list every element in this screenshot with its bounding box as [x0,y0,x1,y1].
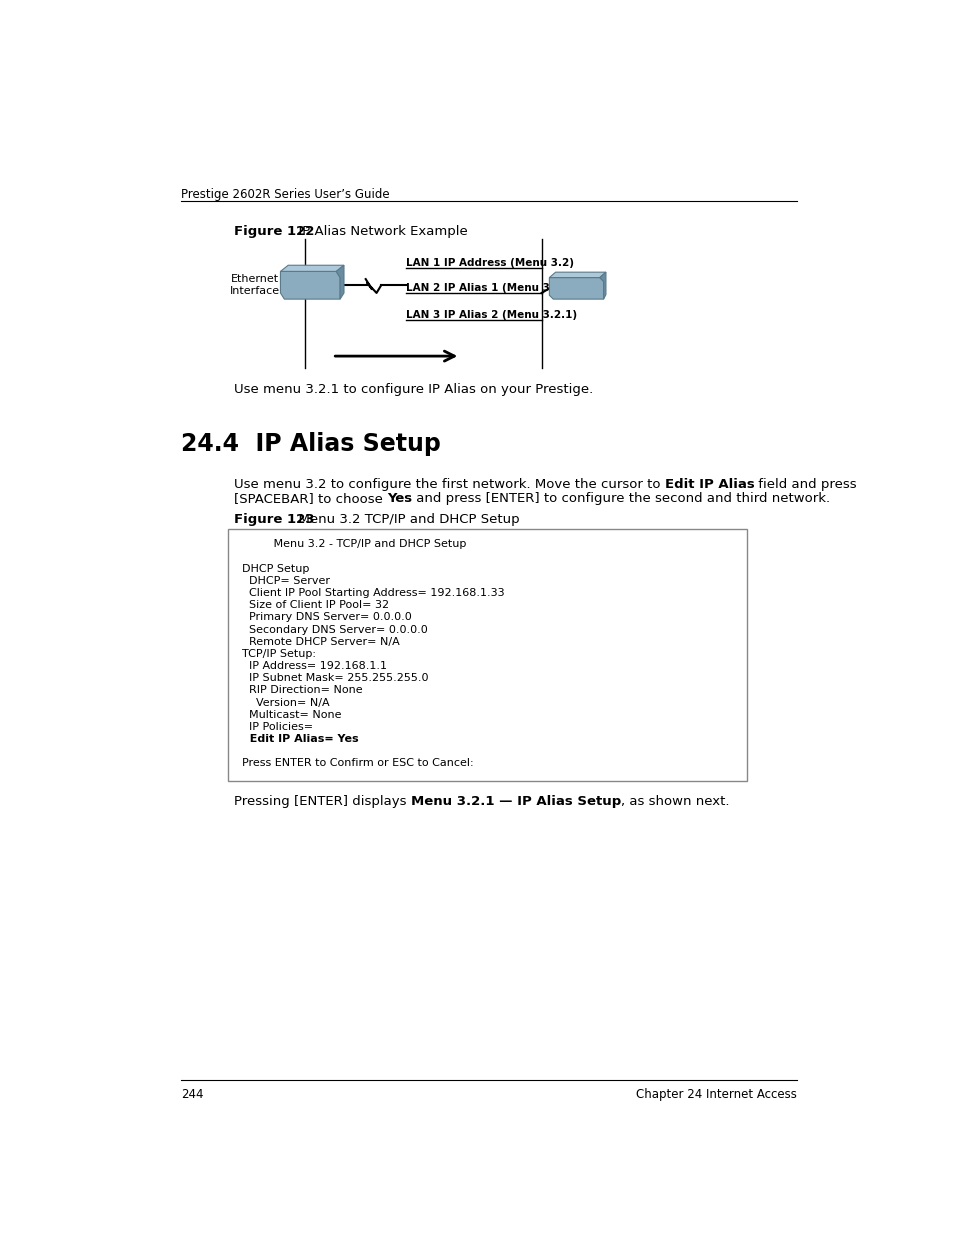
Text: Multicast= None: Multicast= None [241,710,341,720]
Text: , as shown next.: , as shown next. [620,795,729,808]
Polygon shape [599,272,605,299]
Text: RIP Direction= None: RIP Direction= None [241,685,362,695]
Text: Menu 3.2 TCP/IP and DHCP Setup: Menu 3.2 TCP/IP and DHCP Setup [290,514,518,526]
Polygon shape [280,272,340,299]
Text: Version= N/A: Version= N/A [241,698,329,708]
Text: Ethernet
Interface: Ethernet Interface [230,274,279,296]
Text: and press [ENTER] to configure the second and third network.: and press [ENTER] to configure the secon… [412,492,829,505]
Text: Yes: Yes [387,492,412,505]
Text: DHCP Setup: DHCP Setup [241,563,309,574]
Polygon shape [280,266,344,272]
Text: Use menu 3.2 to configure the first network. Move the cursor to: Use menu 3.2 to configure the first netw… [233,478,664,490]
Text: IP Subnet Mask= 255.255.255.0: IP Subnet Mask= 255.255.255.0 [241,673,428,683]
Text: IP Policies=: IP Policies= [241,721,313,732]
Text: [SPACEBAR] to choose: [SPACEBAR] to choose [233,492,387,505]
Polygon shape [335,266,344,299]
Text: field and press: field and press [754,478,856,490]
Text: Press ENTER to Confirm or ESC to Cancel:: Press ENTER to Confirm or ESC to Cancel: [241,758,473,768]
Text: 244: 244 [181,1088,204,1100]
Text: Menu 3.2.1 — IP Alias Setup: Menu 3.2.1 — IP Alias Setup [411,795,620,808]
Text: Use menu 3.2.1 to configure IP Alias on your Prestige.: Use menu 3.2.1 to configure IP Alias on … [233,383,593,396]
Text: LAN 3 IP Alias 2 (Menu 3.2.1): LAN 3 IP Alias 2 (Menu 3.2.1) [406,310,577,320]
Text: Figure 122: Figure 122 [233,225,314,238]
Text: Secondary DNS Server= 0.0.0.0: Secondary DNS Server= 0.0.0.0 [241,625,427,635]
Polygon shape [549,272,605,278]
Text: Remote DHCP Server= N/A: Remote DHCP Server= N/A [241,637,399,647]
Text: LAN 1 IP Address (Menu 3.2): LAN 1 IP Address (Menu 3.2) [406,258,574,268]
Text: Prestige 2602R Series User’s Guide: Prestige 2602R Series User’s Guide [181,188,390,201]
Text: LAN 2 IP Alias 1 (Menu 3.2.1): LAN 2 IP Alias 1 (Menu 3.2.1) [406,283,577,293]
Text: Chapter 24 Internet Access: Chapter 24 Internet Access [635,1088,796,1100]
Text: 24.4  IP Alias Setup: 24.4 IP Alias Setup [181,431,440,456]
Text: Pressing [ENTER] displays: Pressing [ENTER] displays [233,795,411,808]
Text: Edit IP Alias= Yes: Edit IP Alias= Yes [241,734,358,743]
Text: IP Alias Network Example: IP Alias Network Example [290,225,467,238]
Text: TCP/IP Setup:: TCP/IP Setup: [241,648,315,658]
FancyBboxPatch shape [228,529,746,782]
Text: Size of Client IP Pool= 32: Size of Client IP Pool= 32 [241,600,389,610]
Text: Edit IP Alias: Edit IP Alias [664,478,754,490]
Text: Client IP Pool Starting Address= 192.168.1.33: Client IP Pool Starting Address= 192.168… [241,588,504,598]
Text: Primary DNS Server= 0.0.0.0: Primary DNS Server= 0.0.0.0 [241,613,411,622]
Text: Figure 123: Figure 123 [233,514,314,526]
Text: Menu 3.2 - TCP/IP and DHCP Setup: Menu 3.2 - TCP/IP and DHCP Setup [241,540,466,550]
Polygon shape [549,278,603,299]
Text: DHCP= Server: DHCP= Server [241,576,330,585]
Text: IP Address= 192.168.1.1: IP Address= 192.168.1.1 [241,661,386,671]
